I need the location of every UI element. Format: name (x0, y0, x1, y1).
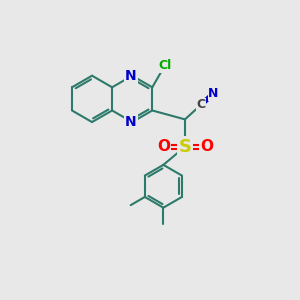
Text: Cl: Cl (158, 59, 172, 72)
Text: N: N (125, 115, 136, 129)
Text: O: O (200, 139, 213, 154)
Text: S: S (178, 138, 191, 156)
Text: C: C (197, 98, 206, 111)
Text: N: N (125, 69, 136, 83)
Text: N: N (208, 87, 219, 100)
Text: O: O (157, 139, 170, 154)
